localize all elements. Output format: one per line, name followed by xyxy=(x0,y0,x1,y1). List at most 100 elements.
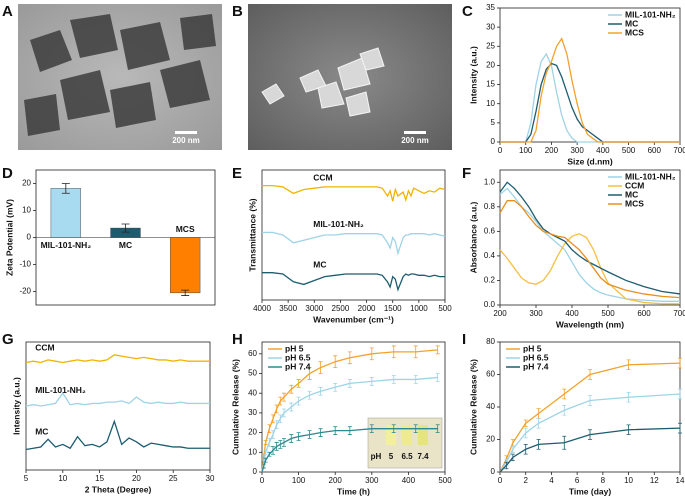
error-bar xyxy=(333,382,338,392)
x-tick-label: 14 xyxy=(676,476,685,485)
error-bar xyxy=(510,453,515,462)
error-bar xyxy=(413,345,418,359)
series-line xyxy=(500,62,680,143)
series-label: MIL-101-NH₂ xyxy=(35,385,86,395)
series-line xyxy=(261,349,438,473)
x-tick-label: 4 xyxy=(549,476,554,485)
series-line xyxy=(499,233,680,305)
error-bar xyxy=(267,424,272,434)
y-tick-label: 0.6 xyxy=(484,226,496,235)
x-tick-label: 10 xyxy=(58,474,67,483)
legend-label: MIL-101-NH₂ xyxy=(625,9,676,19)
x-axis-label: Wavelength (nm) xyxy=(556,319,624,329)
error-bar xyxy=(369,377,374,386)
x-tick-label: 100 xyxy=(292,476,306,485)
series-line xyxy=(262,231,446,256)
error-bar xyxy=(562,435,567,450)
panel-label: D xyxy=(2,165,13,182)
legend-label: pH 6.5 xyxy=(523,352,549,362)
y-tick-label: -20 xyxy=(19,287,31,296)
panel-label: G xyxy=(2,331,14,348)
x-tick-label: 15 xyxy=(95,474,104,483)
x-tick-label: 400 xyxy=(402,476,416,485)
error-bar xyxy=(270,445,275,455)
category-label: MC xyxy=(119,240,132,250)
x-tick-label: 1500 xyxy=(384,304,402,313)
tem-image xyxy=(18,4,222,150)
error-bar xyxy=(267,438,272,447)
series-line xyxy=(500,52,680,143)
y-tick-label: 1.0 xyxy=(484,177,496,186)
panel-label: I xyxy=(462,331,466,348)
error-bar xyxy=(562,388,567,400)
series-line xyxy=(499,200,681,299)
error-bar xyxy=(413,375,418,384)
error-bar xyxy=(281,408,286,418)
vial-inset xyxy=(367,417,443,469)
legend-label: pH 6.5 xyxy=(285,352,311,362)
x-axis-label: 2 Theta (Degree) xyxy=(85,484,152,494)
error-bar xyxy=(504,461,509,470)
series-line xyxy=(262,272,445,292)
error-bar xyxy=(510,445,515,453)
plot-frame xyxy=(261,341,446,473)
y-tick-label: 25 xyxy=(486,41,495,50)
inset-label: 5 xyxy=(389,452,394,461)
bar xyxy=(170,237,201,294)
bar xyxy=(50,188,81,238)
x-tick-label: 5 xyxy=(24,474,29,483)
scale-bar-label: 200 nm xyxy=(401,136,429,145)
error-bar xyxy=(274,420,279,430)
y-tick-label: 60 xyxy=(248,349,257,358)
series-line xyxy=(25,392,210,407)
y-axis-label: Cumulative Release (%) xyxy=(468,359,478,455)
y-axis-label: Cumulative Release (%) xyxy=(230,359,240,455)
error-bar xyxy=(333,426,338,435)
error-bar xyxy=(289,434,294,443)
legend-label: pH 5 xyxy=(523,343,542,353)
legend-label: CCM xyxy=(625,180,644,190)
series-line xyxy=(262,184,446,203)
series-label: MC xyxy=(313,259,326,269)
error-bar xyxy=(307,390,312,400)
inset-label: 6.5 xyxy=(401,452,413,461)
error-bar xyxy=(121,223,130,233)
y-axis-label: Zeta Potential (mV) xyxy=(4,199,14,276)
panel-label: B xyxy=(232,3,243,20)
error-bar xyxy=(435,424,440,434)
y-tick-label: 0 xyxy=(253,467,258,476)
x-tick-label: 200 xyxy=(329,476,343,485)
x-tick-label: 20 xyxy=(132,474,141,483)
inset-label: pH xyxy=(371,452,382,461)
x-tick-label: 0 xyxy=(498,476,503,485)
y-tick-label: 20 xyxy=(22,179,31,188)
error-bar xyxy=(289,402,294,412)
y-tick-label: 10 xyxy=(486,99,495,108)
y-axis-label: Absorbance (a.u.) xyxy=(468,201,478,273)
x-tick-label: 500 xyxy=(601,309,615,318)
series-line xyxy=(499,181,681,295)
x-tick-label: 1000 xyxy=(410,304,428,313)
series-label: MC xyxy=(35,427,48,437)
x-tick-label: 500 xyxy=(438,304,452,313)
error-bar xyxy=(274,404,279,414)
y-tick-label: 15 xyxy=(486,80,495,89)
error-bar xyxy=(391,345,396,359)
x-tick-label: 300 xyxy=(365,476,379,485)
y-tick-label: 35 xyxy=(486,3,495,12)
series-label: CCM xyxy=(313,173,332,183)
error-bar xyxy=(274,442,279,451)
error-bar xyxy=(318,428,323,437)
panel-label: H xyxy=(232,331,243,348)
y-tick-label: 0 xyxy=(491,137,496,146)
error-bar xyxy=(413,424,418,434)
x-tick-label: 0 xyxy=(498,146,503,155)
x-tick-label: 100 xyxy=(519,146,533,155)
y-tick-label: 40 xyxy=(486,402,495,411)
y-tick-label: 0.8 xyxy=(484,202,496,211)
error-bar xyxy=(263,457,268,463)
y-axis-label: Intensity (a.u.) xyxy=(11,377,21,435)
error-bar xyxy=(678,422,682,434)
y-tick-label: 10 xyxy=(248,447,257,456)
